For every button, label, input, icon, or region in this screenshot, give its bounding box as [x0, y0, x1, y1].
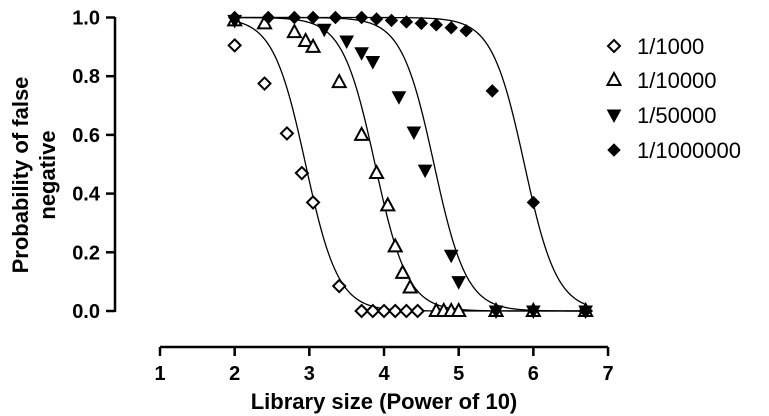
point-series-1 — [257, 76, 272, 91]
point-series-4 — [227, 10, 242, 25]
point-series-2 — [368, 163, 385, 180]
point-series-2 — [304, 37, 322, 53]
point-series-3 — [488, 305, 504, 320]
point-series-2 — [401, 278, 419, 294]
point-series-3 — [316, 23, 332, 38]
point-series-1 — [294, 165, 310, 181]
point-series-4 — [485, 84, 499, 98]
point-series-1 — [365, 303, 381, 319]
plot-area — [226, 10, 594, 320]
point-series-4 — [459, 24, 473, 38]
legend-label-4: 1/1000000 — [637, 138, 741, 163]
legend-marker-1 — [606, 38, 622, 54]
y-axis-title-line-2: negative — [35, 130, 60, 219]
point-series-3 — [526, 305, 541, 320]
x-tick-label: 4 — [378, 363, 390, 385]
y-axis-title-line-1: Probability of false — [8, 77, 33, 274]
legend-marker-4 — [607, 143, 621, 157]
point-series-4 — [328, 10, 343, 25]
point-series-2 — [353, 125, 370, 141]
point-series-2 — [331, 72, 348, 89]
x-tick-label: 1 — [154, 363, 165, 385]
x-tick-label: 5 — [453, 363, 464, 385]
point-series-4 — [306, 10, 320, 25]
x-tick-label: 6 — [528, 363, 539, 385]
point-series-3 — [354, 47, 369, 61]
point-series-3 — [391, 91, 407, 105]
legend-label-3: 1/50000 — [637, 103, 717, 128]
legend-marker-2 — [605, 70, 623, 86]
point-series-1 — [387, 303, 403, 319]
data-markers — [226, 10, 594, 320]
legend: 1/1000 1/10000 1/50000 1/1000000 — [605, 34, 741, 163]
point-series-4 — [399, 15, 414, 29]
x-axis-title: Library size (Power of 10) — [251, 389, 518, 414]
point-series-2 — [379, 196, 396, 212]
point-series-4 — [526, 195, 541, 210]
point-series-1 — [227, 37, 243, 53]
y-axis: 0.0 0.2 0.4 0.6 0.8 1.0 — [72, 8, 117, 323]
x-tick-label: 2 — [229, 363, 240, 385]
point-series-3 — [451, 276, 467, 290]
point-series-3 — [417, 164, 433, 179]
point-series-2 — [286, 23, 303, 39]
point-series-3 — [339, 35, 355, 50]
legend-label-1: 1/1000 — [637, 34, 704, 59]
y-tick-label: 0.6 — [72, 125, 100, 147]
y-tick-label: 1.0 — [72, 8, 100, 30]
point-series-4 — [369, 12, 384, 26]
point-series-1 — [398, 303, 414, 319]
point-series-2 — [387, 237, 404, 253]
point-series-1 — [410, 303, 426, 319]
x-axis: 1 2 3 4 5 6 7 — [154, 345, 614, 385]
point-series-1 — [354, 303, 370, 319]
point-series-1 — [305, 194, 321, 210]
point-series-3 — [443, 249, 459, 264]
fitted-curves — [234, 16, 586, 312]
point-series-2 — [450, 301, 467, 317]
y-tick-label: 0.2 — [72, 242, 100, 264]
point-series-1 — [279, 126, 295, 141]
y-tick-label: 0.8 — [72, 66, 100, 88]
curve-series-2 — [234, 16, 586, 312]
curve-series-3 — [234, 16, 586, 312]
legend-marker-3 — [606, 109, 622, 124]
point-series-4 — [287, 10, 302, 25]
point-series-2 — [297, 31, 314, 47]
x-tick-label: 7 — [602, 363, 613, 385]
point-series-3 — [365, 56, 381, 70]
point-series-4 — [444, 21, 458, 35]
curve-series-1 — [234, 20, 586, 312]
point-series-4 — [429, 18, 443, 32]
y-tick-label: 0.0 — [72, 301, 100, 323]
point-series-1 — [376, 303, 392, 319]
point-series-4 — [578, 304, 593, 318]
point-series-2 — [394, 263, 411, 279]
point-series-1 — [331, 278, 347, 294]
point-series-4 — [414, 16, 429, 31]
point-series-4 — [354, 10, 369, 25]
curve-series-4 — [234, 16, 586, 305]
point-series-4 — [384, 13, 399, 28]
point-series-4 — [261, 10, 275, 25]
legend-label-2: 1/10000 — [637, 68, 717, 93]
y-tick-label: 0.4 — [72, 184, 101, 206]
x-tick-label: 3 — [304, 363, 315, 385]
point-series-3 — [406, 126, 422, 141]
